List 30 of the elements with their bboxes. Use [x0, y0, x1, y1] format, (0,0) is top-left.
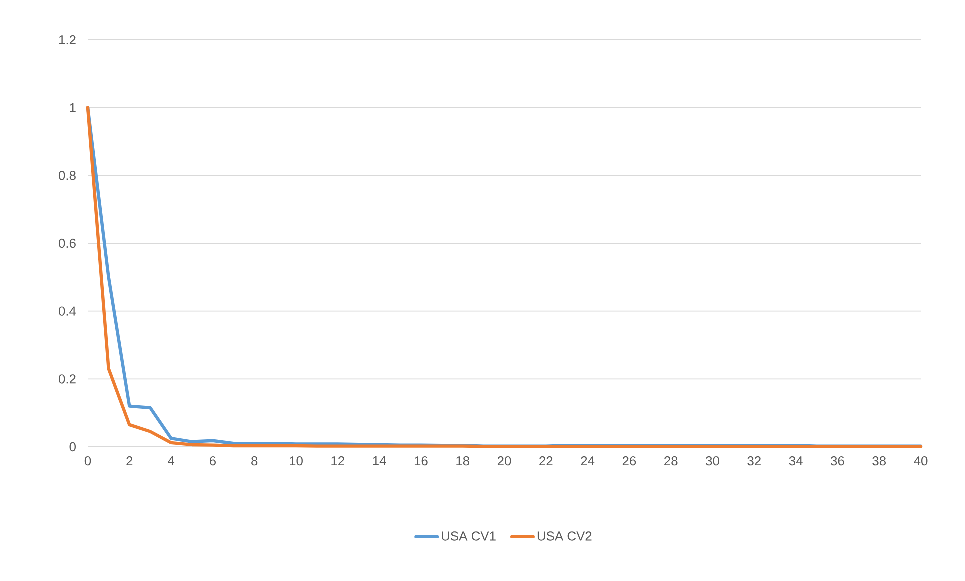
x-tick-label: 34: [789, 456, 803, 466]
x-tick-label: 26: [622, 456, 636, 466]
x-tick-label: 6: [210, 456, 216, 466]
x-tick-label: 30: [706, 456, 720, 466]
x-tick-label: 4: [168, 456, 175, 466]
y-tick-label: 0.8: [58, 171, 76, 180]
y-tick-label: 0.2: [58, 374, 76, 384]
y-tick-label: 0: [70, 442, 76, 452]
x-tick-label: 40: [914, 456, 928, 466]
x-tick-label: 22: [540, 456, 553, 466]
y-tick-label: 0.4: [58, 306, 76, 316]
legend-label: USA CV2: [538, 532, 592, 541]
x-tick-label: 2: [126, 456, 133, 466]
x-tick-label: 32: [748, 456, 761, 466]
x-tick-label: 12: [332, 456, 344, 466]
y-tick-label: 0.6: [58, 238, 76, 248]
x-tick-label: 20: [498, 456, 512, 466]
x-tick-label: 8: [252, 456, 258, 466]
x-tick-label: 36: [831, 456, 844, 466]
x-tick-label: 18: [456, 456, 470, 466]
y-tick-label: 1.2: [59, 35, 76, 45]
y-tick-label: 1: [70, 103, 76, 112]
x-tick-label: 0: [84, 456, 92, 466]
x-tick-label: 38: [872, 456, 886, 466]
x-tick-label: 28: [664, 456, 678, 466]
x-tick-label: 16: [414, 456, 428, 466]
x-tick-label: 10: [290, 456, 303, 466]
x-tick-label: 14: [373, 456, 386, 466]
x-tick-label: 24: [581, 456, 595, 466]
legend-label: USA CV1: [442, 532, 496, 541]
